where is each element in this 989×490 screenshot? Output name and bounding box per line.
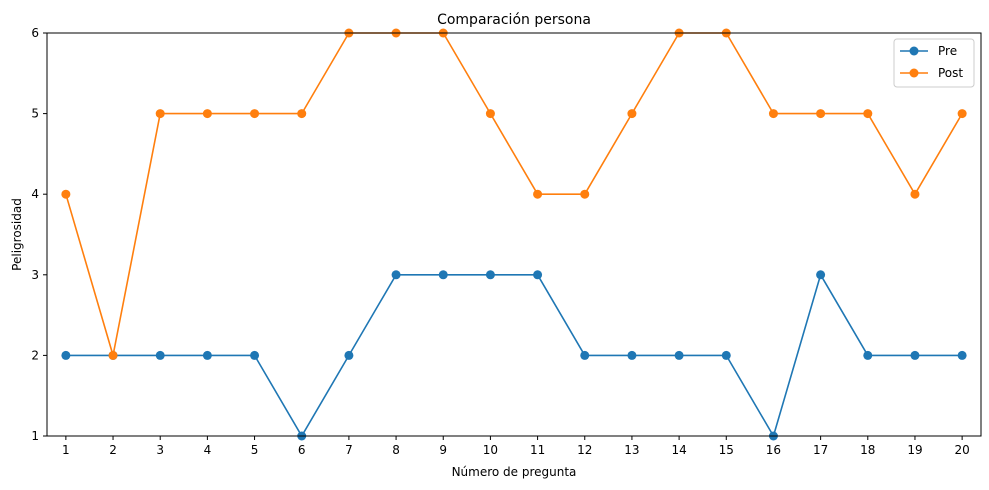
x-tick-label: 7 bbox=[345, 443, 353, 457]
data-point-pre bbox=[674, 350, 684, 360]
y-tick-label: 4 bbox=[31, 187, 39, 201]
x-tick-label: 5 bbox=[251, 443, 259, 457]
y-axis-label: Peligrosidad bbox=[10, 198, 24, 271]
series-post bbox=[61, 28, 967, 360]
series-line-pre bbox=[65, 272, 963, 439]
data-point-pre bbox=[485, 270, 495, 280]
y-tick-label: 5 bbox=[31, 107, 39, 121]
series-pre bbox=[61, 270, 967, 441]
data-point-post bbox=[250, 109, 260, 119]
x-tick-label: 12 bbox=[577, 443, 592, 457]
data-point-post bbox=[61, 189, 71, 199]
x-tick-label: 3 bbox=[156, 443, 164, 457]
data-point-pre bbox=[61, 350, 71, 360]
data-point-post bbox=[910, 189, 920, 199]
data-point-post bbox=[485, 109, 495, 119]
x-tick-label: 9 bbox=[439, 443, 447, 457]
data-point-pre bbox=[957, 350, 967, 360]
data-point-post bbox=[768, 109, 778, 119]
data-point-post bbox=[533, 189, 543, 199]
data-point-pre bbox=[816, 270, 826, 280]
x-tick-label: 10 bbox=[483, 443, 498, 457]
series-layer bbox=[61, 28, 967, 441]
x-tick-label: 14 bbox=[671, 443, 686, 457]
x-tick-label: 17 bbox=[813, 443, 828, 457]
x-tick-label: 2 bbox=[109, 443, 117, 457]
y-tick-label: 6 bbox=[31, 26, 39, 40]
x-tick-label: 13 bbox=[624, 443, 639, 457]
x-tick-label: 15 bbox=[719, 443, 734, 457]
data-point-post bbox=[627, 109, 637, 119]
chart-title: Comparación persona bbox=[437, 12, 591, 28]
data-point-post bbox=[108, 350, 118, 360]
y-axis: 1 2 3 4 5 6 bbox=[31, 26, 47, 443]
data-point-pre bbox=[155, 350, 165, 360]
x-tick-label: 8 bbox=[392, 443, 400, 457]
data-point-post bbox=[580, 189, 590, 199]
data-point-post bbox=[957, 109, 967, 119]
x-tick-label: 4 bbox=[204, 443, 212, 457]
x-tick-label: 20 bbox=[954, 443, 969, 457]
data-point-post bbox=[155, 109, 165, 119]
x-tick-label: 19 bbox=[907, 443, 922, 457]
x-tick-label: 18 bbox=[860, 443, 875, 457]
legend-marker-pre bbox=[909, 46, 919, 56]
legend-label-post: Post bbox=[938, 66, 963, 80]
legend-label-pre: Pre bbox=[938, 44, 957, 58]
x-axis-label: Número de pregunta bbox=[452, 465, 577, 479]
y-tick-label: 3 bbox=[31, 268, 39, 282]
data-point-pre bbox=[438, 270, 448, 280]
y-tick-label: 2 bbox=[31, 348, 39, 362]
x-axis: 1 2 3 4 5 6 7 8 9 10 11 12 13 14 15 16 17 18 19 20 bbox=[62, 436, 970, 457]
plot-frame bbox=[46, 32, 982, 437]
data-point-post bbox=[202, 109, 212, 119]
x-tick-label: 6 bbox=[298, 443, 306, 457]
data-point-pre bbox=[533, 270, 543, 280]
data-point-post bbox=[816, 109, 826, 119]
data-point-pre bbox=[863, 350, 873, 360]
data-point-pre bbox=[721, 350, 731, 360]
data-point-pre bbox=[250, 350, 260, 360]
data-point-post bbox=[297, 109, 307, 119]
data-point-post bbox=[863, 109, 873, 119]
data-point-pre bbox=[580, 350, 590, 360]
legend: Pre Post bbox=[893, 38, 975, 88]
data-point-pre bbox=[202, 350, 212, 360]
x-tick-label: 1 bbox=[62, 443, 70, 457]
x-tick-label: 11 bbox=[530, 443, 545, 457]
y-tick-label: 1 bbox=[31, 429, 39, 443]
legend-marker-post bbox=[909, 68, 919, 78]
data-point-pre bbox=[910, 350, 920, 360]
x-tick-label: 16 bbox=[766, 443, 781, 457]
data-point-pre bbox=[391, 270, 401, 280]
data-point-pre bbox=[627, 350, 637, 360]
series-line-post bbox=[65, 32, 963, 356]
data-point-pre bbox=[344, 350, 354, 360]
